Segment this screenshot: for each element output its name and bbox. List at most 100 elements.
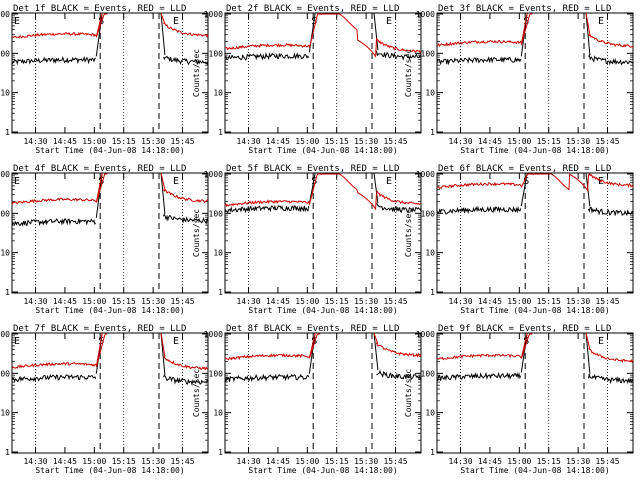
x-tick-label: 15:15 xyxy=(325,297,349,306)
x-tick-label: 14:45 xyxy=(53,137,77,146)
y-axis-label: Counts/sec xyxy=(192,49,201,97)
x-tick-label: 15:15 xyxy=(112,457,136,466)
y-tick-label: 10 xyxy=(0,249,10,258)
series-rise-red xyxy=(95,172,103,203)
series-line-red xyxy=(436,173,634,193)
x-tick-label: 15:00 xyxy=(295,137,319,146)
series-fall-red xyxy=(160,12,166,25)
series-rise-black xyxy=(520,332,528,373)
series-line-red xyxy=(224,173,422,211)
series-fall-black xyxy=(160,12,166,56)
chart-panel: Det 9f BLACK = Events, RED = LLD 1 10 100 10… xyxy=(404,324,634,475)
y-tick-label: 10 xyxy=(213,409,223,418)
series-fall-red xyxy=(160,332,166,358)
chart-panel: Det 7f BLACK = Events, RED = LLD 1 10 100 10… xyxy=(0,324,209,475)
x-tick-label: 15:00 xyxy=(82,457,106,466)
x-tick-label: 14:30 xyxy=(236,297,260,306)
y-tick-label: 10 xyxy=(425,249,435,258)
series-line-red xyxy=(436,333,533,361)
series-line-red xyxy=(163,356,209,371)
series-line-black xyxy=(224,373,310,383)
x-tick-label: 15:45 xyxy=(383,457,407,466)
x-tick-label: 15:45 xyxy=(595,457,619,466)
x-tick-label: 15:30 xyxy=(354,137,378,146)
plot-frame xyxy=(436,12,634,134)
series-line-red xyxy=(163,22,209,38)
y-tick-label: 1 xyxy=(430,288,435,297)
y-tick-label: 100 xyxy=(209,49,224,58)
series-line-black xyxy=(11,218,97,227)
series-rise-red xyxy=(520,12,528,45)
y-tick-label: 100 xyxy=(421,369,436,378)
series-line-black xyxy=(436,371,522,381)
y-tick-label: 1000 xyxy=(204,330,223,339)
x-axis-label: Start Time (04-Jun-08 14:18:00) xyxy=(35,306,184,315)
series-line-black xyxy=(163,374,209,387)
x-tick-label: 15:45 xyxy=(170,297,194,306)
chart-panel: Det 1f BLACK = Events, RED = LLD 1 10 100 10… xyxy=(0,4,209,155)
x-tick-label: 14:30 xyxy=(23,297,47,306)
series-line-red xyxy=(436,13,533,47)
series-fall-red xyxy=(585,12,591,35)
series-line-black xyxy=(163,55,209,66)
series-rise-black xyxy=(95,172,103,218)
series-line-black xyxy=(376,369,422,381)
marker-label: S xyxy=(523,176,529,187)
y-tick-label: 1000 xyxy=(416,10,435,19)
y-tick-label: 10 xyxy=(0,89,10,98)
series-line-black xyxy=(436,56,522,66)
series-fall-red xyxy=(373,332,379,345)
y-tick-label: 1000 xyxy=(0,330,10,339)
x-tick-label: 15:15 xyxy=(112,297,136,306)
y-tick-label: 100 xyxy=(209,369,224,378)
chart-panel: Det 4f BLACK = Events, RED = LLD 1 10 100 10… xyxy=(0,164,209,315)
plot-frame xyxy=(11,332,209,454)
x-tick-label: 15:30 xyxy=(566,457,590,466)
y-tick-label: 1 xyxy=(430,448,435,457)
x-tick-label: 15:45 xyxy=(595,137,619,146)
plot-frame xyxy=(224,12,422,134)
series-line-black xyxy=(224,204,310,214)
x-axis-label: Start Time (04-Jun-08 14:18:00) xyxy=(248,466,397,475)
chart-title: Det 3f BLACK = Events, RED = LLD xyxy=(438,4,611,14)
marker-label: E xyxy=(14,336,20,347)
series-line-red xyxy=(224,333,321,361)
y-tick-label: 1 xyxy=(5,128,10,137)
x-tick-label: 15:45 xyxy=(383,137,407,146)
y-axis-label: Counts/sec xyxy=(192,209,201,257)
y-axis-label: Counts/sec xyxy=(404,209,413,257)
y-axis-label: Counts/sec xyxy=(404,369,413,417)
y-tick-label: 1 xyxy=(218,128,223,137)
series-line-black xyxy=(376,203,422,213)
chart-title: Det 4f BLACK = Events, RED = LLD xyxy=(13,164,186,174)
x-tick-label: 15:30 xyxy=(141,137,165,146)
series-fall-black xyxy=(373,12,379,51)
x-tick-label: 15:15 xyxy=(325,137,349,146)
plot-frame xyxy=(11,12,209,134)
x-tick-label: 15:15 xyxy=(112,137,136,146)
series-line-black xyxy=(588,373,634,385)
x-tick-label: 15:45 xyxy=(383,297,407,306)
plot-frame xyxy=(224,332,422,454)
chart-panel: Det 8f BLACK = Events, RED = LLD 1 10 100 10… xyxy=(192,324,422,475)
x-tick-label: 14:30 xyxy=(236,457,260,466)
marker-label: E xyxy=(173,16,179,27)
x-tick-label: 15:45 xyxy=(170,457,194,466)
y-tick-label: 10 xyxy=(425,89,435,98)
series-rise-red xyxy=(95,332,103,367)
chart-panel: Det 2f BLACK = Events, RED = LLD 1 10 100 10… xyxy=(192,4,422,155)
chart-title: Det 2f BLACK = Events, RED = LLD xyxy=(226,4,399,14)
chart-title: Det 6f BLACK = Events, RED = LLD xyxy=(438,164,611,174)
y-tick-label: 100 xyxy=(0,369,10,378)
y-tick-label: 1 xyxy=(218,288,223,297)
chart-title: Det 1f BLACK = Events, RED = LLD xyxy=(13,4,186,14)
chart-panel: Det 3f BLACK = Events, RED = LLD 1 10 100 10… xyxy=(404,4,634,155)
x-tick-label: 14:30 xyxy=(23,137,47,146)
x-tick-label: 15:00 xyxy=(82,137,106,146)
series-fall-red xyxy=(160,172,166,190)
x-tick-label: 14:45 xyxy=(266,457,290,466)
x-axis-label: Start Time (04-Jun-08 14:18:00) xyxy=(35,146,184,155)
chart-panel: Det 6f BLACK = Events, RED = LLD 1 10 100 10… xyxy=(404,164,634,315)
y-tick-label: 1000 xyxy=(204,10,223,19)
marker-label: E xyxy=(14,16,20,27)
